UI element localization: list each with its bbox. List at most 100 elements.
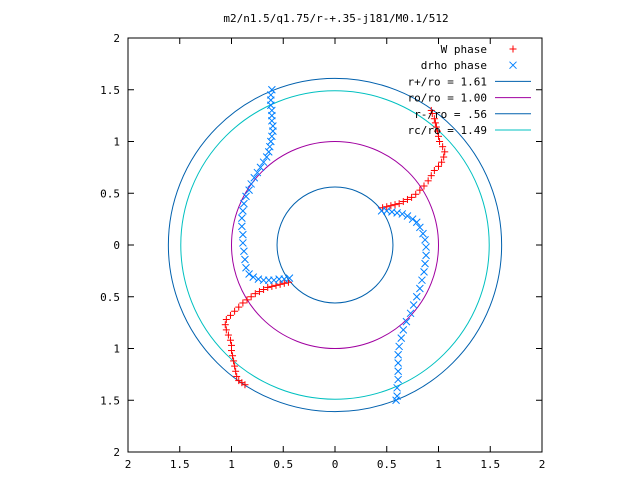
w-phase-point bbox=[428, 110, 436, 118]
drho-phase-point bbox=[239, 230, 247, 239]
w-phase-point bbox=[264, 283, 272, 291]
drho-phase-point bbox=[392, 396, 400, 405]
w-phase-point bbox=[399, 198, 407, 206]
drho-phase-point bbox=[240, 247, 248, 256]
data-points bbox=[221, 85, 449, 405]
w-phase-point bbox=[255, 288, 263, 296]
legend-marker-sample bbox=[509, 61, 517, 70]
drho-phase-point bbox=[403, 212, 412, 220]
drho-phase-point bbox=[416, 284, 424, 293]
w-phase-point bbox=[403, 195, 411, 203]
drho-phase-point bbox=[241, 255, 249, 264]
drho-phase-point bbox=[393, 209, 401, 217]
w-phase-point bbox=[416, 186, 424, 194]
x-tick-label: 2 bbox=[125, 458, 132, 471]
w-phase-point bbox=[391, 201, 399, 209]
w-phase-point bbox=[395, 200, 403, 208]
y-tick-label: 1.5 bbox=[100, 394, 120, 407]
drho-phase-point bbox=[394, 359, 402, 367]
x-tick-label: 2 bbox=[539, 458, 546, 471]
w-phase-point bbox=[383, 203, 391, 211]
circle-ro-ro bbox=[231, 141, 439, 349]
legend-label: r-/ro = .56 bbox=[414, 108, 487, 121]
drho-phase-point bbox=[264, 147, 273, 156]
drho-phase-point bbox=[256, 163, 265, 172]
drho-phase-point bbox=[395, 342, 404, 351]
legend-marker-sample bbox=[509, 45, 517, 53]
w-phase-point bbox=[430, 115, 438, 123]
w-phase-point bbox=[233, 372, 241, 380]
y-tick-label: 2 bbox=[113, 446, 120, 459]
y-tick-label: 1 bbox=[113, 136, 120, 149]
w-phase-point bbox=[431, 119, 439, 127]
drho-phase-point bbox=[422, 243, 430, 251]
x-tick-label: 0.5 bbox=[273, 458, 293, 471]
drho-phase-point bbox=[408, 215, 417, 223]
legend-label: r+/ro = 1.61 bbox=[408, 75, 487, 88]
y-tick-label: 1.5 bbox=[100, 84, 120, 97]
w-phase-point bbox=[276, 280, 284, 288]
w-phase-point bbox=[430, 166, 438, 174]
w-phase-point bbox=[231, 362, 239, 370]
drho-phase-point bbox=[422, 251, 430, 260]
y-tick-label: 0 bbox=[113, 239, 120, 252]
w-phase-point bbox=[427, 106, 435, 114]
w-phase-point bbox=[235, 303, 243, 311]
drho-phase-point bbox=[409, 301, 418, 309]
w-phase-point bbox=[222, 316, 230, 324]
drho-phase-point bbox=[253, 168, 262, 177]
drho-phase-point bbox=[416, 223, 424, 232]
w-phase-point bbox=[433, 127, 441, 135]
w-phase-point bbox=[228, 347, 235, 355]
drho-phase-point bbox=[394, 367, 402, 376]
legend: W phase drho phase r+/ro = 1.61 ro/ro = 1.0… bbox=[408, 43, 531, 137]
drho-phase-point bbox=[421, 259, 429, 268]
y-tick-label: 1 bbox=[113, 343, 120, 356]
drho-phase-point bbox=[402, 317, 411, 326]
w-phase-point bbox=[247, 293, 255, 301]
w-phase-point bbox=[387, 202, 395, 210]
circle-r-ro bbox=[167, 77, 503, 413]
drho-phase-point bbox=[268, 116, 276, 125]
w-phase-point bbox=[427, 172, 435, 180]
drho-phase-point bbox=[249, 273, 258, 281]
w-phase-point bbox=[230, 357, 238, 365]
legend-label: ro/ro = 1.00 bbox=[408, 92, 487, 105]
drho-phase-point bbox=[245, 186, 253, 194]
drho-phase-point bbox=[242, 263, 250, 272]
drho-phase-point bbox=[388, 208, 396, 216]
drho-phase-point bbox=[259, 158, 268, 167]
w-phase-point bbox=[229, 352, 237, 360]
w-phase-point bbox=[436, 138, 444, 145]
drho-phase-point bbox=[250, 173, 259, 182]
drho-phase-point bbox=[262, 153, 271, 161]
x-tick-label: 0.5 bbox=[377, 458, 397, 471]
w-phase-point bbox=[412, 190, 420, 198]
w-phase-point bbox=[408, 193, 416, 201]
w-phase-point bbox=[432, 123, 440, 131]
drho-phase-point bbox=[397, 334, 406, 343]
w-phase-point bbox=[272, 281, 280, 289]
y-tick-label: 0.5 bbox=[100, 291, 120, 304]
w-phase-point bbox=[232, 367, 240, 375]
drho-phase-point bbox=[412, 218, 421, 227]
axis-ticks: 2 1.5 1 0.5 0 0.5 1 1.5 221.510.500.511.52 bbox=[100, 32, 545, 471]
w-phase-point bbox=[438, 158, 446, 166]
drho-phase-point bbox=[239, 239, 247, 247]
w-phase-point bbox=[251, 290, 259, 298]
x-tick-label: 1 bbox=[435, 458, 442, 471]
legend-label: W phase bbox=[441, 43, 487, 56]
drho-phase-point bbox=[242, 192, 250, 201]
drho-phase-point bbox=[265, 142, 274, 151]
drho-phase-point bbox=[393, 383, 401, 392]
w-phase-point bbox=[435, 162, 442, 170]
drho-phase-point bbox=[266, 137, 275, 146]
drho-phase-point bbox=[247, 180, 256, 188]
chart-title: m2/n1.5/q1.75/r-+.35-j181/M0.1/512 bbox=[223, 12, 448, 25]
w-phase-point bbox=[239, 299, 247, 307]
w-phase-point bbox=[439, 143, 447, 151]
w-phase-point bbox=[241, 381, 249, 389]
x-tick-label: 1 bbox=[228, 458, 235, 471]
w-phase-point bbox=[435, 132, 442, 140]
